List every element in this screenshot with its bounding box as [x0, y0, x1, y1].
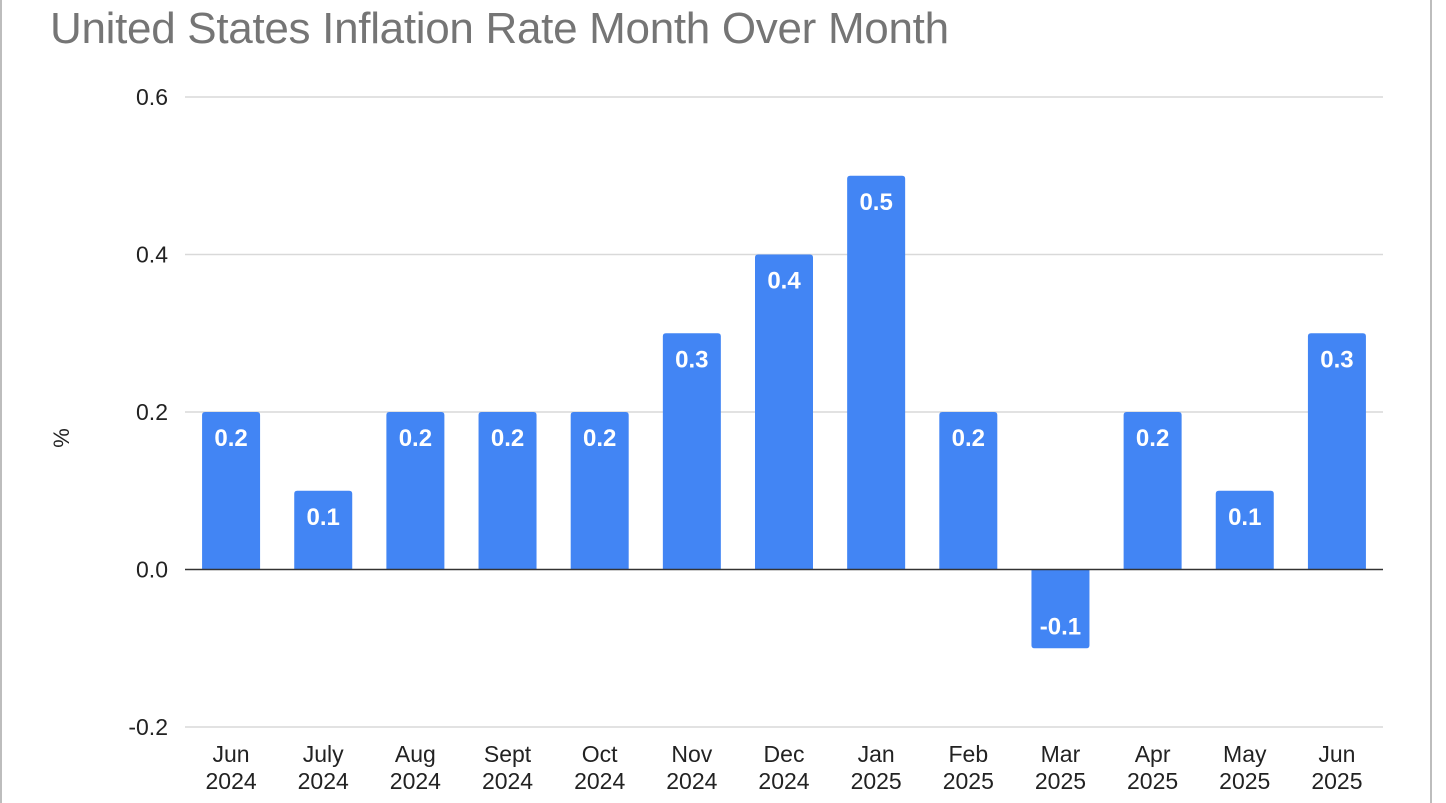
bar: [662, 333, 721, 570]
chart-title: United States Inflation Rate Month Over …: [50, 4, 949, 53]
bar: [294, 490, 353, 570]
x-category-month: July: [303, 741, 344, 767]
bar: [1123, 412, 1182, 570]
x-category-month: Mar: [1041, 741, 1081, 767]
bar-data-label: 0.1: [307, 504, 340, 531]
x-category-month: Oct: [582, 741, 618, 767]
x-category-month: Jan: [858, 741, 895, 767]
bar-data-label: 0.2: [952, 425, 985, 452]
x-category-month: Nov: [671, 741, 712, 767]
bar-data-label: 0.2: [1136, 425, 1169, 452]
bar: [386, 412, 445, 570]
x-category-month: Jun: [1318, 741, 1355, 767]
bar-data-label: 0.2: [399, 425, 432, 452]
x-category-year: 2025: [943, 768, 994, 794]
bars: 0.2 0.1 0.2 0.2 0.2 0.3 0.4 0.5 0.2 -0.1 0.2 0.1 0.3: [202, 175, 1366, 649]
bar-data-label: 0.5: [859, 189, 892, 216]
x-category-year: 2024: [758, 768, 809, 794]
x-category-year: 2024: [298, 768, 349, 794]
y-tick-label: 0.6: [136, 84, 168, 110]
bar: [202, 412, 261, 570]
x-category-month: Feb: [948, 741, 988, 767]
x-category-year: 2025: [851, 768, 902, 794]
x-category-year: 2024: [666, 768, 717, 794]
bar-data-label: 0.3: [1320, 346, 1353, 373]
bar: [1031, 569, 1090, 649]
x-category-year: 2024: [482, 768, 533, 794]
bar-data-label: 0.2: [583, 425, 616, 452]
x-category-year: 2025: [1035, 768, 1086, 794]
x-category-year: 2024: [574, 768, 625, 794]
bar: [847, 175, 906, 570]
x-axis-categories: Jun2024July2024Aug2024Sept2024Oct2024Nov…: [205, 741, 1362, 794]
x-category-month: Aug: [395, 741, 436, 767]
y-tick-label: 0.0: [136, 557, 168, 583]
x-category-month: May: [1223, 741, 1267, 767]
y-axis-ticks: 0.6 0.4 0.2 0.0 -0.2: [128, 84, 168, 740]
bar-data-label: 0.4: [767, 268, 801, 295]
x-category-year: 2025: [1219, 768, 1270, 794]
x-category-month: Dec: [764, 741, 805, 767]
x-category-year: 2025: [1127, 768, 1178, 794]
y-axis-label: %: [49, 428, 74, 448]
x-category-year: 2024: [205, 768, 256, 794]
x-category-year: 2025: [1311, 768, 1362, 794]
bar-data-label: 0.1: [1228, 504, 1261, 531]
x-category-year: 2024: [390, 768, 441, 794]
y-tick-label: 0.2: [136, 399, 168, 425]
bar-data-label: 0.3: [675, 346, 708, 373]
bar: [755, 254, 813, 570]
bar-data-label: 0.2: [491, 425, 524, 452]
x-category-month: Jun: [213, 741, 250, 767]
bar: [1215, 490, 1274, 570]
y-tick-label: 0.4: [136, 242, 168, 268]
bar: [478, 412, 537, 570]
bar-data-label: 0.2: [214, 425, 247, 452]
x-category-month: Sept: [484, 741, 532, 767]
y-tick-label: -0.2: [128, 714, 168, 740]
x-category-month: Apr: [1135, 741, 1171, 767]
bar: [1307, 333, 1366, 570]
bar-data-label: -0.1: [1040, 613, 1081, 640]
bar: [939, 412, 998, 570]
bar: [570, 412, 629, 570]
